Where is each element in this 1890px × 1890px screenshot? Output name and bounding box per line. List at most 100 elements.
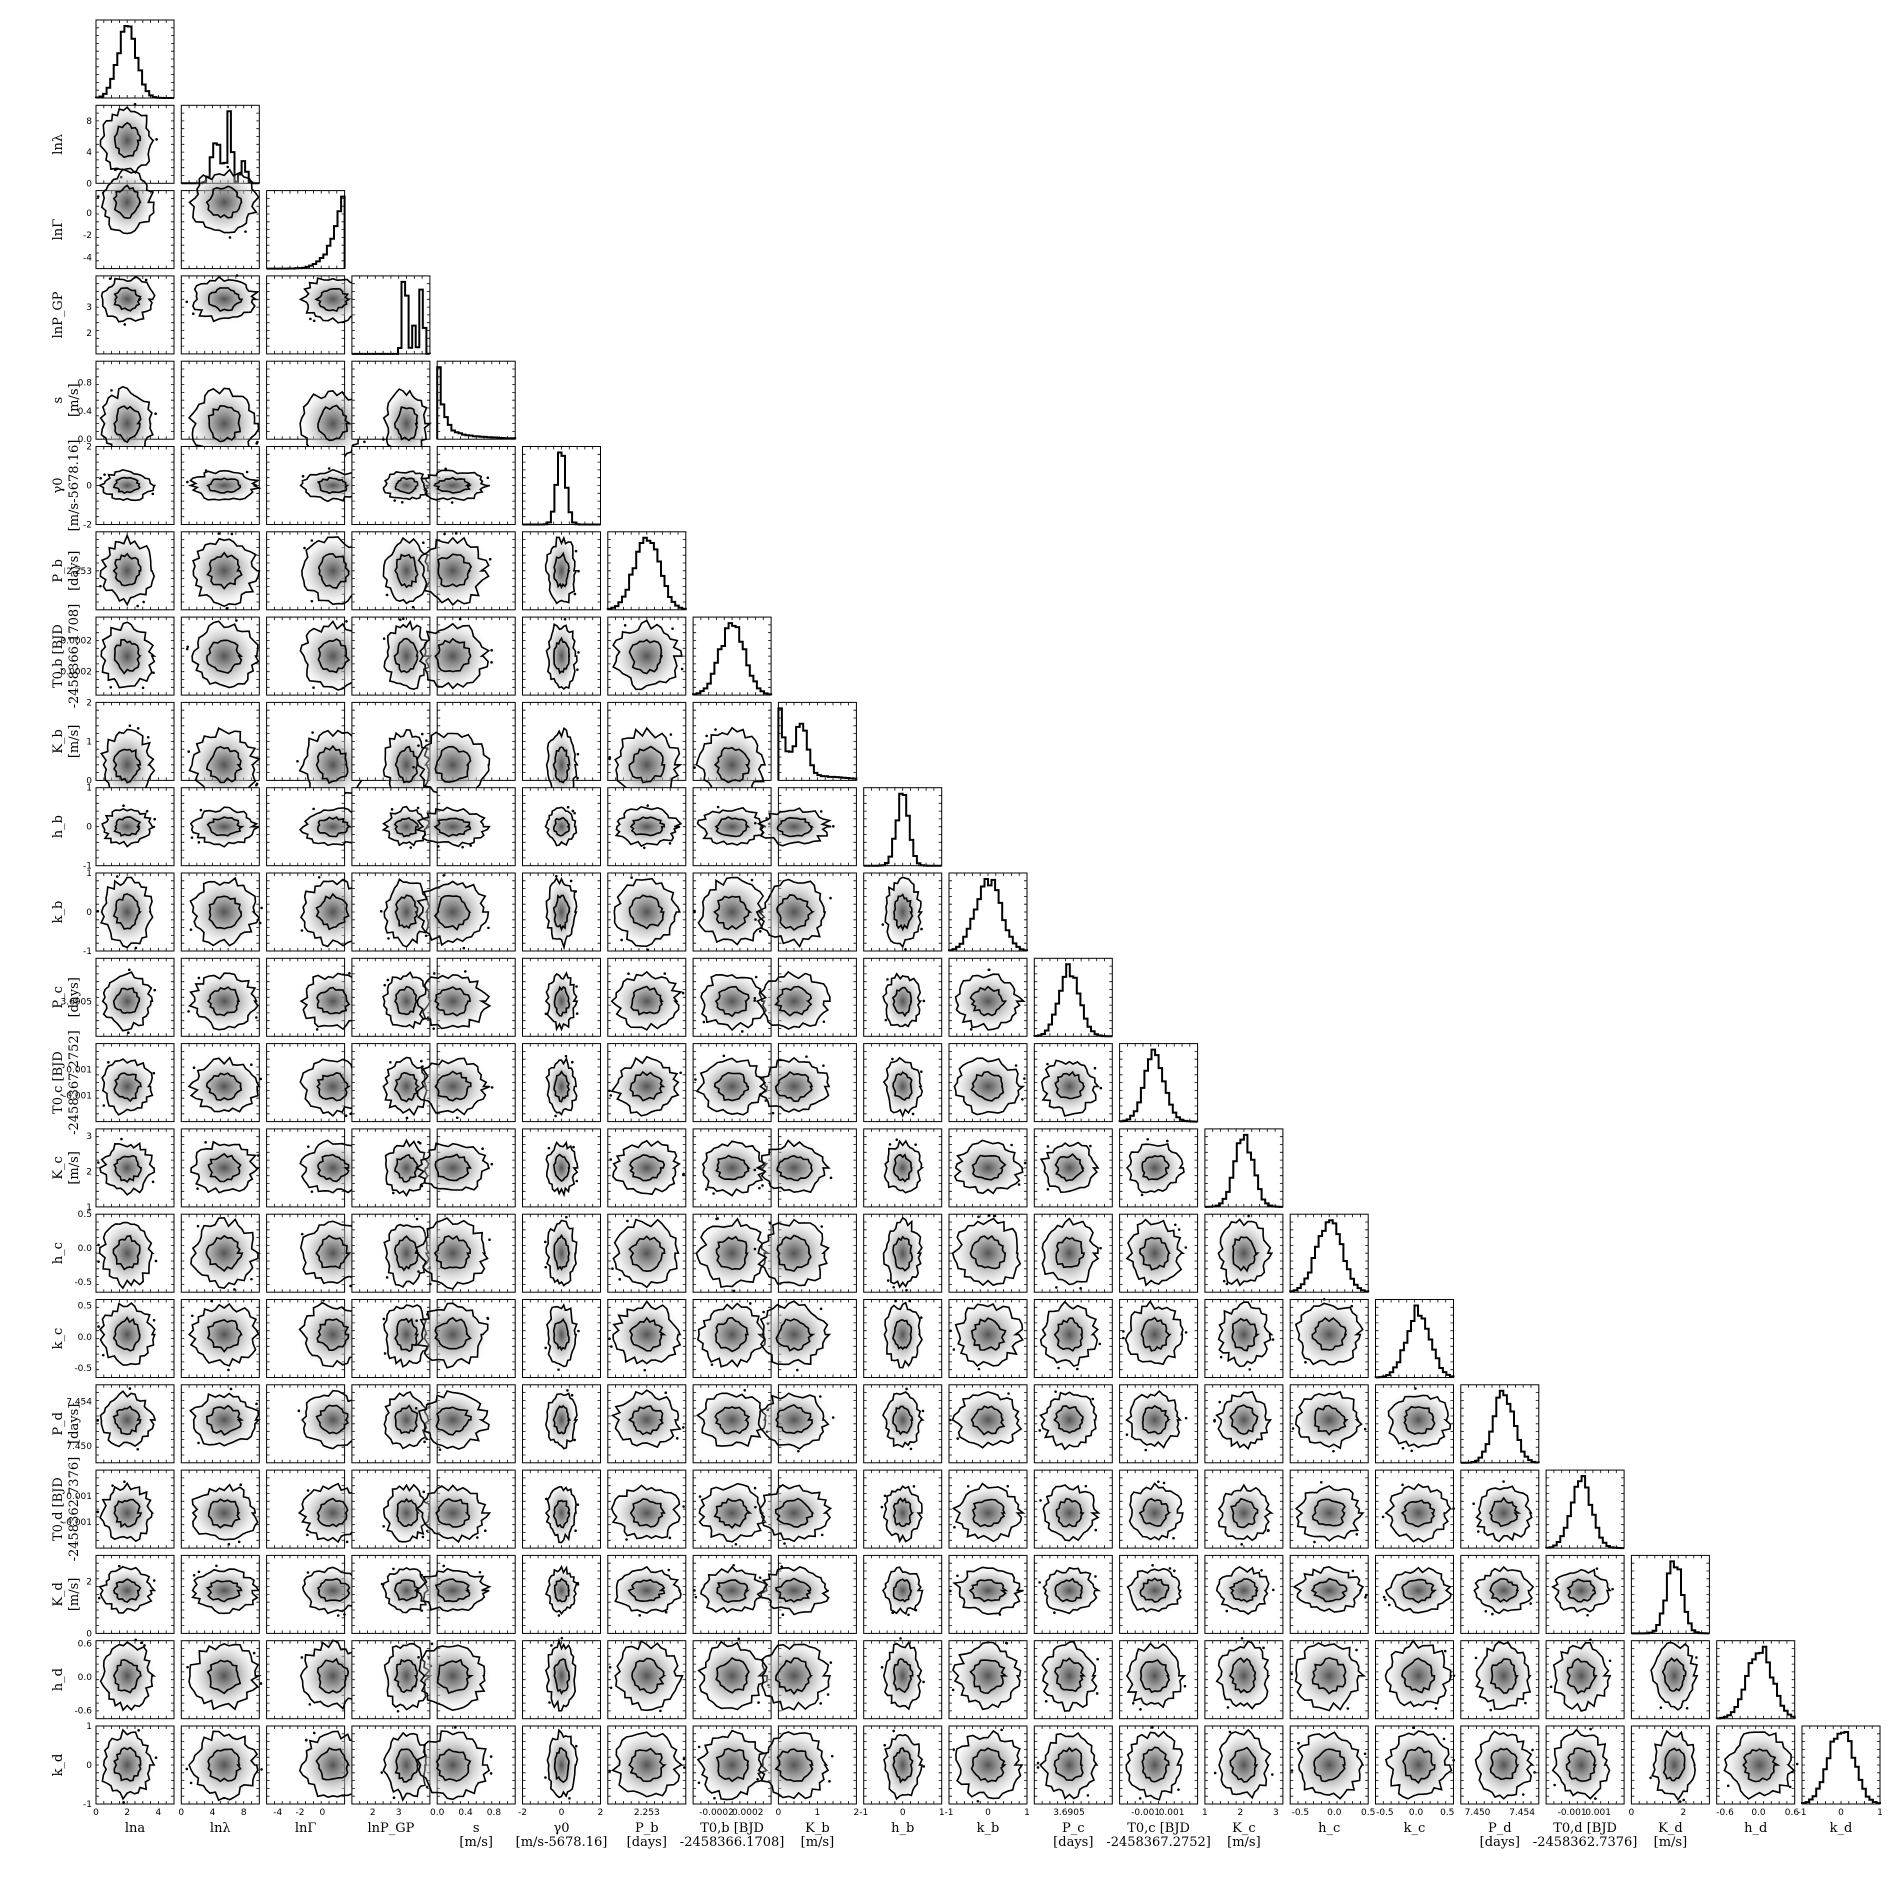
outlier	[952, 1348, 956, 1351]
outlier	[483, 1529, 487, 1533]
contour-inner	[553, 1577, 571, 1603]
density	[696, 1482, 769, 1544]
density	[1384, 1639, 1453, 1712]
outlier	[382, 1317, 386, 1321]
outlier	[1382, 1595, 1386, 1599]
outlier	[1363, 1427, 1367, 1431]
x-axis-unit: [days]	[1053, 1835, 1093, 1850]
panel-9-5	[522, 787, 601, 867]
panel-14-4	[415, 1213, 516, 1293]
minor-ticks	[778, 958, 857, 1037]
panel-2-0	[95, 167, 175, 270]
y-axis-label: T0,b [BJD	[51, 624, 66, 688]
contour-inner	[434, 1070, 472, 1102]
x-tick-label: 7.454	[1509, 1808, 1535, 1818]
panel-19-6	[607, 1639, 687, 1720]
minor-ticks	[607, 1214, 686, 1293]
contour-outer	[544, 971, 579, 1032]
minor-ticks	[863, 958, 942, 1037]
contour-inner	[317, 404, 353, 442]
contour-outer	[1040, 1059, 1100, 1117]
density	[696, 1389, 769, 1451]
outlier	[258, 921, 262, 925]
density	[298, 1639, 367, 1712]
outlier	[256, 440, 259, 444]
outlier	[555, 874, 558, 878]
minor-ticks	[522, 873, 601, 951]
outlier	[303, 546, 306, 550]
contour-inner	[435, 1748, 472, 1782]
contour-inner	[1229, 1746, 1259, 1783]
minor-ticks	[1034, 1470, 1113, 1549]
outlier	[336, 1614, 340, 1617]
outlier	[312, 686, 315, 689]
minor-ticks	[1204, 1726, 1283, 1804]
panel-10-10	[948, 872, 1028, 952]
contour-inner	[113, 287, 143, 312]
outlier	[713, 1796, 716, 1800]
panel-16-6	[607, 1384, 687, 1464]
density	[1473, 1482, 1534, 1544]
contour-inner	[316, 1497, 349, 1528]
density	[188, 534, 261, 607]
outlier	[154, 1756, 158, 1760]
panel-16-10	[948, 1384, 1028, 1464]
panel-2-1	[180, 165, 261, 270]
contour-outer	[546, 1303, 578, 1368]
y-tick-label: 8	[86, 117, 92, 127]
outlier	[1173, 1223, 1177, 1227]
contour-outer	[189, 1392, 261, 1447]
minor-ticks	[693, 1726, 772, 1804]
outlier	[1091, 1397, 1095, 1401]
contour-outer	[299, 1639, 369, 1710]
contour-inner	[113, 638, 142, 675]
panel-15-14	[1289, 1298, 1369, 1378]
contour-outer	[544, 1564, 578, 1616]
outlier	[420, 1609, 424, 1612]
density	[1293, 1300, 1366, 1369]
density	[1551, 1728, 1612, 1802]
histogram-7	[692, 622, 773, 696]
x-tick-label: -2	[518, 1808, 527, 1818]
outlier	[820, 1225, 823, 1228]
contour-inner	[553, 1658, 571, 1695]
outlier	[712, 1192, 715, 1195]
y-tick-label: -0.5	[74, 1278, 92, 1288]
outlier	[1094, 1575, 1097, 1578]
panel-3-0	[95, 275, 175, 355]
outlier	[705, 734, 708, 738]
density	[1124, 1389, 1185, 1451]
outlier	[643, 1368, 647, 1372]
outlier	[141, 686, 145, 690]
contour-inner	[970, 1070, 1005, 1102]
x-axis-label: K_d	[1658, 1821, 1683, 1836]
outlier	[259, 1077, 263, 1081]
panel-16-1	[180, 1384, 261, 1464]
contour-outer	[1039, 1300, 1099, 1368]
panel-10-8	[754, 872, 857, 952]
contour-outer	[98, 1565, 157, 1614]
contour-outer	[757, 1731, 830, 1800]
panel-17-6	[607, 1469, 687, 1549]
contour-inner	[1565, 1747, 1597, 1782]
outlier	[1788, 1785, 1792, 1789]
minor-ticks	[1631, 1555, 1710, 1634]
outlier	[309, 317, 312, 321]
contour-inner	[1054, 1577, 1083, 1603]
contour-inner	[627, 1405, 664, 1436]
panel-19-13	[1204, 1636, 1284, 1720]
outlier	[416, 806, 420, 810]
panel-15-9	[863, 1299, 943, 1378]
contour-inner	[1489, 1747, 1520, 1781]
outlier	[1089, 1144, 1092, 1148]
panel-16-3	[351, 1384, 433, 1464]
panel-19-14	[1289, 1639, 1369, 1720]
contour-inner	[205, 1404, 244, 1436]
contour-outer	[614, 1639, 684, 1712]
contour-inner	[1140, 1316, 1172, 1352]
outlier	[899, 1637, 902, 1640]
outlier	[197, 976, 201, 980]
contour-inner	[1662, 1747, 1686, 1782]
y-tick-label: 2	[86, 698, 92, 708]
contour-outer	[954, 973, 1026, 1031]
